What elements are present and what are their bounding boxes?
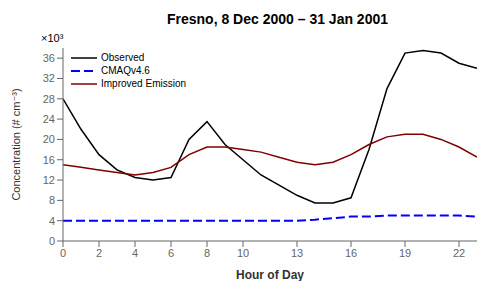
svg-text:13: 13 xyxy=(291,247,303,259)
svg-text:8: 8 xyxy=(204,247,210,259)
svg-text:10: 10 xyxy=(237,247,249,259)
html-text:CMAQv4.6: CMAQv4.6 xyxy=(101,65,150,76)
svg-text:28: 28 xyxy=(43,93,55,105)
svg-text:Concentration (# cm⁻³): Concentration (# cm⁻³) xyxy=(10,88,22,200)
svg-text:19: 19 xyxy=(399,247,411,259)
svg-text:Hour of Day: Hour of Day xyxy=(236,268,304,281)
svg-text:24: 24 xyxy=(43,113,55,125)
svg-text:12: 12 xyxy=(43,174,55,186)
svg-text:16: 16 xyxy=(43,154,55,166)
html-text:Improved Emission: Improved Emission xyxy=(101,78,186,89)
svg-text:36: 36 xyxy=(43,52,55,64)
svg-text:8: 8 xyxy=(49,194,55,206)
svg-text:4: 4 xyxy=(49,215,55,227)
svg-text:20: 20 xyxy=(43,133,55,145)
svg-text:0: 0 xyxy=(49,235,55,247)
svg-text:6: 6 xyxy=(168,247,174,259)
html-text:Observed: Observed xyxy=(101,52,145,63)
html-text:×10³: ×10³ xyxy=(41,32,64,44)
svg-text:2: 2 xyxy=(96,247,102,259)
svg-text:16: 16 xyxy=(345,247,357,259)
html-text:Fresno, 8 Dec 2000 – 31 Jan 20: Fresno, 8 Dec 2000 – 31 Jan 2001 xyxy=(167,11,388,27)
svg-text:22: 22 xyxy=(453,247,465,259)
svg-text:32: 32 xyxy=(43,72,55,84)
svg-text:4: 4 xyxy=(132,247,138,259)
svg-text:0: 0 xyxy=(60,247,66,259)
